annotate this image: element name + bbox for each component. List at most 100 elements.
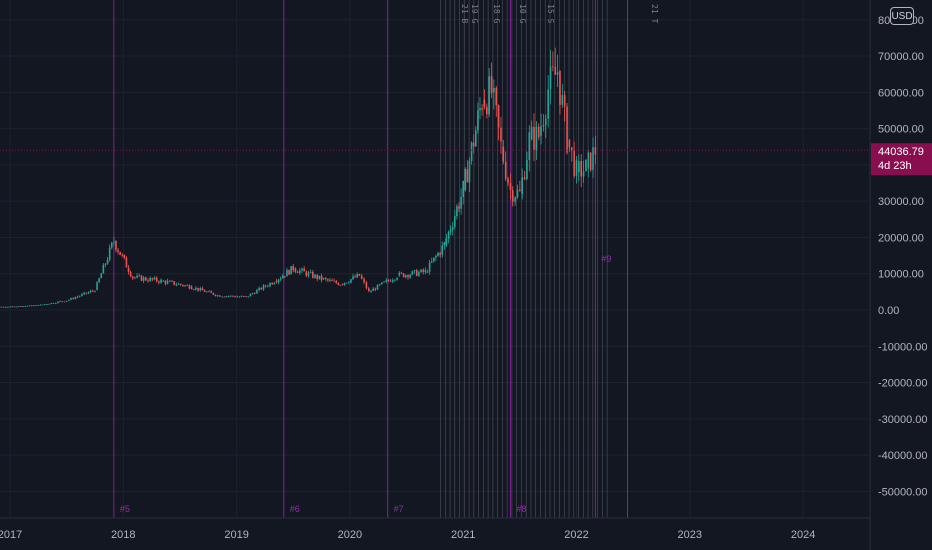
candle-body bbox=[552, 66, 554, 68]
candle-body bbox=[81, 294, 83, 296]
candle-body bbox=[400, 272, 403, 274]
candle-body bbox=[365, 282, 368, 289]
candle-body bbox=[83, 292, 85, 295]
candle-body bbox=[236, 296, 239, 298]
candle-body bbox=[486, 107, 488, 115]
candle-body bbox=[447, 231, 450, 239]
candle-body bbox=[358, 273, 361, 276]
candle-body bbox=[292, 266, 295, 271]
candle-body bbox=[164, 280, 167, 284]
candle-body bbox=[234, 296, 236, 298]
candle-body bbox=[296, 271, 299, 273]
candle-body bbox=[415, 270, 418, 276]
candle-body bbox=[57, 301, 59, 304]
candle-body bbox=[458, 206, 460, 209]
candle-body bbox=[78, 295, 81, 297]
candle-body bbox=[477, 110, 479, 131]
candle-body bbox=[354, 276, 356, 278]
candle-body bbox=[121, 254, 124, 256]
candle-body bbox=[184, 285, 186, 287]
candle-body bbox=[100, 273, 103, 279]
candle-body bbox=[301, 268, 303, 271]
y-tick-label: 10000.00 bbox=[878, 269, 924, 281]
candle-body bbox=[238, 296, 241, 298]
candle-body bbox=[537, 126, 540, 138]
time-axis[interactable]: 2017 2018 2019 2020 2021 2022 2023 2024 bbox=[0, 517, 870, 541]
candle-body bbox=[589, 152, 592, 171]
candle-body bbox=[251, 293, 254, 295]
candle-body bbox=[545, 118, 547, 126]
candle-body bbox=[177, 283, 180, 285]
event-label: 19 G bbox=[470, 4, 479, 23]
last-price-value: 44036.79 bbox=[878, 146, 924, 158]
candle-body bbox=[70, 298, 72, 300]
candle-body bbox=[339, 285, 342, 286]
candle-body bbox=[542, 125, 545, 127]
candle-body bbox=[426, 271, 429, 273]
candle-body bbox=[456, 206, 458, 217]
candle-body bbox=[98, 278, 100, 283]
candle-body bbox=[260, 287, 263, 290]
candle-body bbox=[208, 291, 210, 293]
candle-body bbox=[488, 76, 490, 115]
candle-body bbox=[320, 275, 323, 281]
candle-body bbox=[197, 287, 199, 291]
candle-body bbox=[72, 298, 74, 299]
candle-body bbox=[247, 296, 250, 298]
candle-body bbox=[256, 290, 258, 294]
candle-body bbox=[290, 266, 292, 275]
y-tick-label: -50000.00 bbox=[878, 486, 928, 498]
candle-body bbox=[68, 299, 70, 301]
candle-body bbox=[592, 147, 594, 171]
candle-body bbox=[407, 275, 409, 278]
candle-body bbox=[445, 238, 448, 245]
candle-body bbox=[580, 161, 583, 177]
candle-body bbox=[372, 288, 374, 291]
candle-body bbox=[540, 126, 542, 136]
candle-body bbox=[435, 256, 437, 258]
candle-body bbox=[258, 287, 260, 291]
candle-body bbox=[275, 280, 278, 283]
candle-body bbox=[54, 303, 57, 304]
candle-body bbox=[493, 87, 495, 93]
candle-body bbox=[225, 296, 228, 297]
candle-body bbox=[451, 226, 454, 230]
candle-body bbox=[147, 280, 149, 282]
cycle-label: #6 bbox=[290, 504, 300, 514]
candle-body bbox=[140, 275, 143, 281]
candle-body bbox=[424, 270, 427, 273]
cycle-label: #7 bbox=[394, 504, 404, 514]
x-tick-label: 2020 bbox=[338, 529, 362, 541]
candle-body bbox=[387, 280, 390, 281]
candle-body bbox=[219, 295, 221, 297]
candle-body bbox=[160, 279, 162, 283]
candle-body bbox=[391, 280, 394, 282]
candle-body bbox=[216, 295, 219, 297]
candle-body bbox=[158, 281, 160, 283]
candle-body bbox=[271, 283, 273, 285]
candle-body bbox=[509, 182, 512, 190]
candle-body bbox=[162, 280, 165, 282]
candle-body bbox=[30, 305, 33, 307]
candle-body bbox=[337, 282, 340, 286]
grid-lines bbox=[0, 0, 870, 518]
candle-body bbox=[322, 278, 325, 280]
x-tick-label: 2022 bbox=[564, 529, 588, 541]
x-tick-label: 2023 bbox=[678, 529, 702, 541]
last-price-countdown: 4d 23h bbox=[878, 160, 912, 172]
candle-body bbox=[462, 180, 464, 197]
candle-body bbox=[348, 282, 350, 284]
currency-button[interactable]: USD bbox=[890, 7, 914, 25]
candle-body bbox=[104, 263, 107, 265]
candle-body bbox=[470, 142, 473, 161]
candle-body bbox=[298, 270, 301, 273]
candle-body bbox=[507, 178, 509, 183]
candle-body bbox=[46, 304, 48, 305]
candle-body bbox=[329, 279, 331, 281]
candle-body bbox=[570, 147, 573, 151]
candle-body bbox=[521, 177, 524, 194]
candle-body bbox=[123, 254, 126, 258]
candle-body bbox=[149, 277, 151, 282]
candle-body bbox=[316, 274, 319, 279]
